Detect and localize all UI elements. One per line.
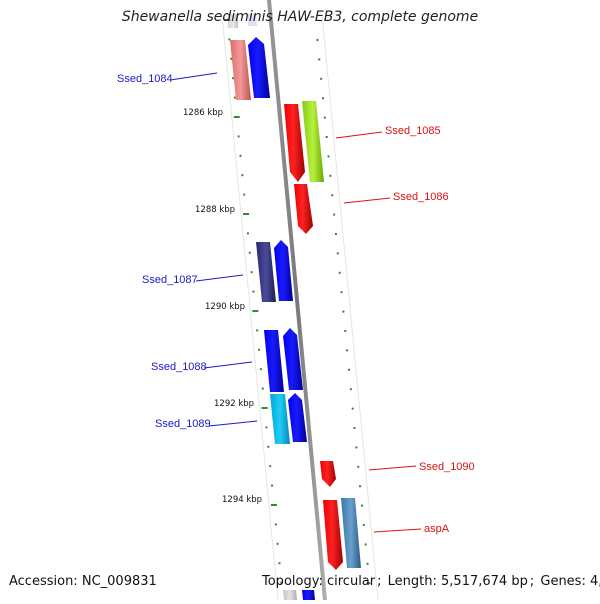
gene-label-ssed-1088: Ssed_1088 [151, 361, 207, 373]
length-label: Length: [387, 574, 437, 589]
accession-info: Accession: NC_009831 [9, 574, 157, 589]
gene-label-ssed-1085: Ssed_1085 [385, 125, 441, 137]
gene-arrow-ssed-1085-lime [302, 101, 324, 182]
gene-label-ssed-1086: Ssed_1086 [393, 191, 449, 203]
gene-arrow-bottom-faint [283, 590, 297, 600]
gene-label-ssed-1087: Ssed_1087 [142, 274, 198, 286]
gene-arrow-ssed-1084-pink [230, 40, 251, 100]
gene-arrow-aspa [323, 500, 343, 570]
accession-value: NC_009831 [81, 574, 157, 589]
genes-value: 4,661 [589, 574, 600, 589]
gene-labels: Ssed_1084 Ssed_1085 Ssed_1086 Ssed_1087 … [117, 73, 475, 535]
leader-ssed-1084 [169, 72, 218, 81]
gene-arrow-ssed-1087-navy [256, 242, 276, 302]
scale-label-1294: 1294 kbp [222, 495, 262, 505]
gene-label-ssed-1090: Ssed_1090 [419, 461, 475, 473]
leader-ssed-1085 [335, 131, 383, 139]
leader-ssed-1090 [368, 465, 417, 471]
gene-arrows [228, 14, 361, 600]
gene-arrow-aspa-steel [341, 498, 361, 568]
gene-arrow-ssed-1089 [270, 394, 290, 444]
scale-label-1286: 1286 kbp [183, 108, 223, 118]
gene-label-ssed-1084: Ssed_1084 [117, 73, 173, 85]
topology-value: circular [326, 574, 376, 589]
gene-arrow-bottom-blue [302, 590, 315, 600]
gene-arrow-top-faint [228, 14, 238, 28]
tick-dots [224, 19, 371, 585]
track-outlines [221, 14, 379, 601]
gene-arrow-ssed-1088 [283, 328, 303, 390]
gene-arrow-ssed-1088-a [264, 330, 284, 392]
scale-label-1290: 1290 kbp [205, 302, 245, 312]
genome-summary: Topology: circular; Length: 5,517,674 bp… [262, 574, 600, 589]
gene-arrow-ssed-1084 [248, 37, 270, 98]
leader-ssed-1088 [203, 361, 253, 369]
leader-aspa [373, 528, 422, 533]
leader-ssed-1087 [195, 274, 244, 282]
leader-ssed-1086 [343, 197, 391, 204]
scale-label-1288: 1288 kbp [195, 205, 235, 215]
genome-backbone [267, 0, 327, 600]
gene-arrow-ssed-1086 [294, 184, 313, 234]
length-value: 5,517,674 bp [441, 574, 528, 589]
gene-arrow-ssed-1085 [284, 104, 305, 182]
topology-label: Topology: [262, 574, 323, 589]
genes-label: Genes: [540, 574, 586, 589]
label-leaders [169, 72, 422, 533]
gene-label-ssed-1089: Ssed_1089 [155, 418, 211, 430]
gene-arrow-top-faint-2 [248, 14, 257, 26]
accession-label: Accession: [9, 574, 78, 589]
gene-label-aspa: aspA [424, 523, 450, 535]
gene-arrow-ssed-1087 [274, 240, 293, 301]
scale-labels: 1286 kbp 1288 kbp 1290 kbp 1292 kbp 1294… [183, 108, 262, 505]
scale-label-1292: 1292 kbp [214, 399, 254, 409]
page-title: Shewanella sediminis HAW-EB3, complete g… [121, 9, 479, 25]
gene-arrow-ssed-1089-b [288, 393, 307, 442]
leader-ssed-1089 [208, 420, 258, 427]
gene-arrow-ssed-1090 [320, 461, 336, 487]
